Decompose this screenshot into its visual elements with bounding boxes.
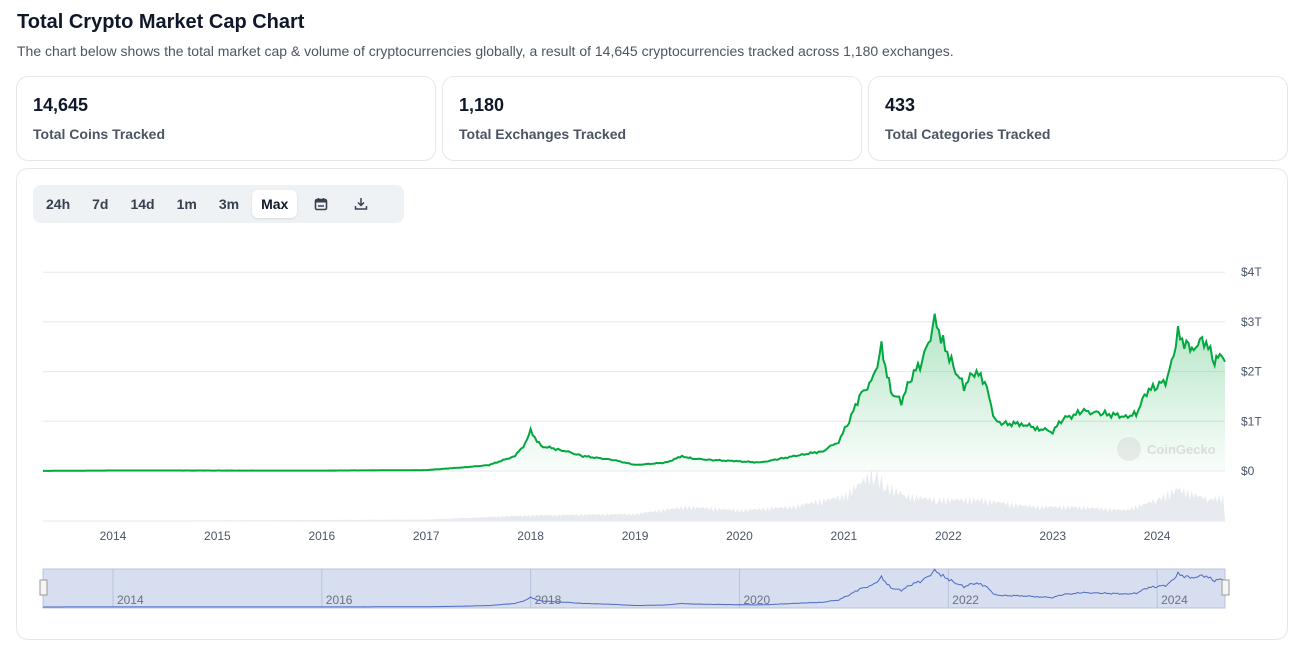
navigator-tick-label: 2014 [117,593,144,607]
y-tick-label: $2T [1241,365,1262,379]
navigator-handle-left[interactable] [39,579,48,596]
x-tick-label: 2015 [204,529,231,543]
x-tick-label: 2023 [1039,529,1066,543]
stat-card-categories: 433 Total Categories Tracked [868,76,1288,161]
x-tick-label: 2024 [1144,529,1171,543]
watermark-text: CoinGecko [1147,442,1216,457]
stat-card-coins: 14,645 Total Coins Tracked [16,76,436,161]
x-tick-label: 2021 [831,529,858,543]
x-tick-label: 2018 [517,529,544,543]
tab-3m[interactable]: 3m [218,196,240,212]
market-cap-area [43,313,1225,471]
stat-label: Total Categories Tracked [885,126,1051,142]
chart-card [16,168,1288,640]
y-tick-label: $0 [1241,464,1255,478]
navigator-tick-label: 2020 [743,593,770,607]
stat-value: 433 [885,95,916,115]
tab-1m[interactable]: 1m [176,196,197,212]
market-cap-line [43,313,1226,472]
stat-value: 14,645 [33,95,89,115]
navigator-tick-label: 2018 [535,593,562,607]
tab-max[interactable]: Max [252,190,298,218]
y-tick-label: $1T [1241,414,1262,428]
navigator-line [43,568,1226,608]
stat-label: Total Coins Tracked [33,126,165,142]
x-tick-label: 2020 [726,529,753,543]
download-icon[interactable] [341,190,381,218]
navigator-tick-label: 2016 [326,593,353,607]
navigator-tick-label: 2022 [952,593,979,607]
coingecko-watermark: CoinGecko [1117,437,1216,461]
navigator-range [42,568,1226,609]
x-tick-label: 2017 [413,529,440,543]
x-tick-label: 2016 [308,529,335,543]
tab-24h[interactable]: 24h [46,196,71,212]
x-tick-label: 2014 [100,529,127,543]
x-tick-label: 2019 [622,529,649,543]
navigator-tick-label: 2024 [1161,593,1188,607]
calendar-icon[interactable] [301,190,341,218]
stat-label: Total Exchanges Tracked [459,126,627,142]
stat-card-exchanges: 1,180 Total Exchanges Tracked [442,76,862,161]
volume-area [43,468,1225,521]
y-tick-label: $3T [1241,315,1262,329]
stat-value: 1,180 [459,95,505,115]
tab-7d[interactable]: 7d [92,196,109,212]
range-tabs: 24h 7d 14d 1m 3m Max [33,185,404,223]
page-subtitle: The chart below shows the total market c… [17,43,954,59]
tab-14d[interactable]: 14d [130,196,155,212]
page-title: Total Crypto Market Cap Chart [17,11,305,33]
x-tick-label: 2022 [935,529,962,543]
navigator-handle-right[interactable] [1221,579,1230,596]
y-tick-label: $4T [1241,265,1262,279]
